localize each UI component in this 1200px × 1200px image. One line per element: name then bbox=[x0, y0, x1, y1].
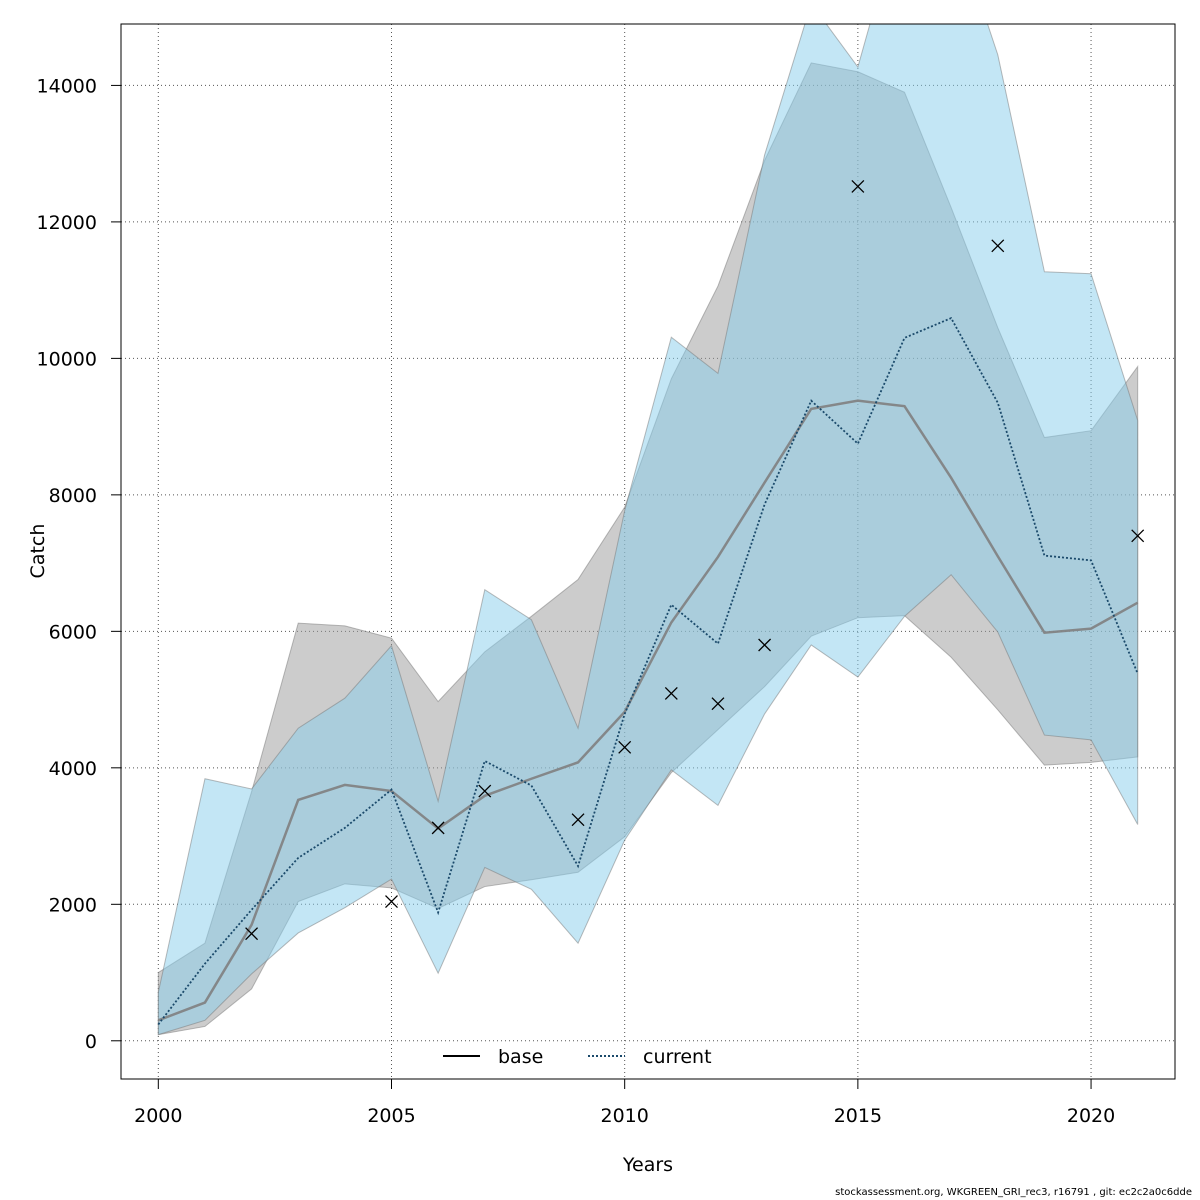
y-tick-label: 12000 bbox=[37, 212, 97, 234]
y-tick-label: 6000 bbox=[49, 621, 97, 643]
x-tick-label: 2010 bbox=[601, 1105, 649, 1127]
confidence-bands bbox=[157, 24, 1139, 1036]
observation-point bbox=[991, 239, 1005, 253]
x-tick-label: 2020 bbox=[1067, 1105, 1115, 1127]
x-tick-label: 2005 bbox=[367, 1105, 415, 1127]
series-line-current bbox=[157, 316, 1139, 1025]
y-tick-label: 0 bbox=[85, 1031, 97, 1053]
observation-point bbox=[571, 813, 585, 827]
y-tick-label: 2000 bbox=[49, 894, 97, 916]
observation-markers bbox=[245, 179, 1145, 941]
y-tick-label: 8000 bbox=[49, 485, 97, 507]
series-line-base bbox=[157, 399, 1139, 1022]
observation-point bbox=[478, 784, 492, 798]
x-axis-title: Years bbox=[622, 1154, 673, 1176]
y-tick-label: 4000 bbox=[49, 758, 97, 780]
legend-label-base: base bbox=[498, 1046, 543, 1068]
observation-point bbox=[385, 895, 398, 909]
observation-point bbox=[664, 686, 678, 700]
band-current bbox=[157, 24, 1139, 1036]
x-axis: 2000 2005 2010 2015 2020 bbox=[134, 1078, 1115, 1127]
observation-point bbox=[758, 638, 772, 652]
observation-point bbox=[618, 740, 632, 754]
y-axis: 0 2000 4000 6000 8000 10000 12000 14000 bbox=[37, 75, 122, 1053]
y-tick-label: 14000 bbox=[37, 75, 97, 97]
observation-point bbox=[711, 697, 725, 711]
legend: base current bbox=[443, 1046, 712, 1068]
observation-point bbox=[1131, 529, 1145, 543]
footer-credit: stockassessment.org, WKGREEN_GRI_rec3, r… bbox=[835, 1187, 1192, 1198]
legend-label-current: current bbox=[643, 1046, 712, 1068]
observation-point bbox=[851, 179, 865, 193]
observation-point bbox=[245, 927, 259, 941]
y-tick-label: 10000 bbox=[37, 348, 97, 370]
series-lines bbox=[157, 316, 1139, 1025]
x-tick-label: 2015 bbox=[834, 1105, 882, 1127]
y-axis-title: Catch bbox=[27, 524, 49, 579]
x-tick-label: 2000 bbox=[134, 1105, 182, 1127]
observation-point bbox=[431, 821, 445, 835]
